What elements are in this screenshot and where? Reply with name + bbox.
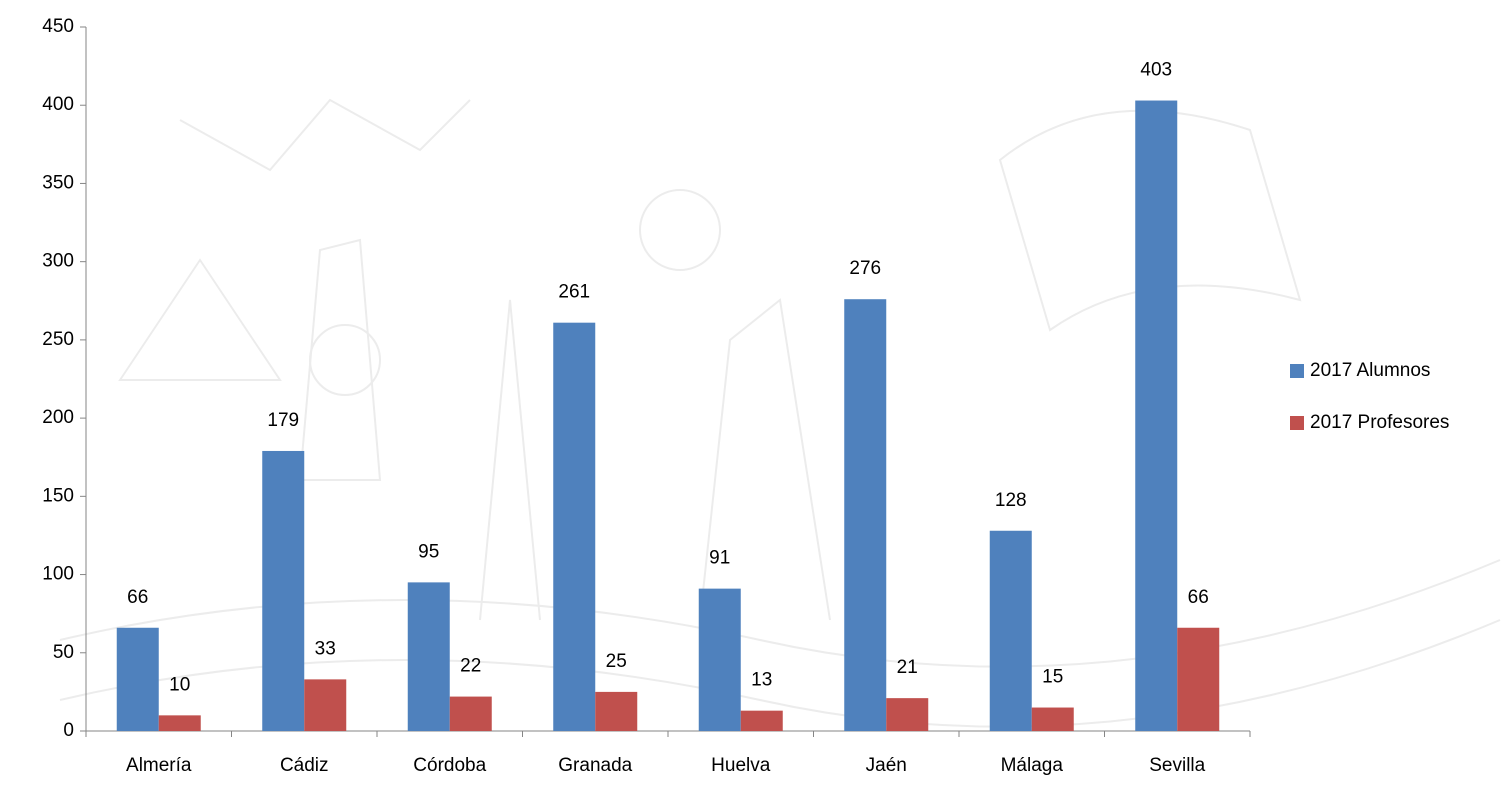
bar [158,715,201,731]
legend-label: 2017 Alumnos [1310,360,1430,381]
data-label: 22 [460,656,481,677]
bar [1031,707,1074,731]
bar [553,322,596,731]
x-tick-label: Huelva [711,755,771,776]
data-label: 276 [849,258,881,279]
x-tick-label: Granada [558,755,632,776]
x-tick-label: Cádiz [280,755,329,776]
data-label: 403 [1140,60,1172,81]
x-tick-label: Almería [126,755,192,776]
y-tick-label: 150 [42,485,74,506]
bar [886,698,929,731]
bar [595,691,638,731]
x-tick-label: Jaén [866,755,907,776]
bar [449,696,492,731]
bar [698,588,741,731]
y-tick-label: 300 [42,251,74,272]
data-label: 179 [267,410,299,431]
bar [844,299,887,731]
bar [407,582,450,731]
y-tick-label: 250 [42,329,74,350]
bar [262,450,305,731]
y-tick-label: 100 [42,564,74,585]
data-label: 10 [169,674,190,695]
bar [740,710,783,731]
data-label: 21 [897,657,918,678]
y-tick-label: 400 [42,94,74,115]
data-label: 95 [418,541,439,562]
x-tick-label: Málaga [1001,755,1064,776]
data-label: 91 [709,548,730,569]
bar [1177,627,1220,731]
data-label: 33 [315,638,336,659]
y-tick-label: 350 [42,172,74,193]
y-tick-label: 200 [42,407,74,428]
legend-swatch [1290,364,1304,378]
data-label: 13 [751,670,772,691]
data-label: 261 [558,282,590,303]
data-label: 15 [1042,667,1063,688]
bar [116,627,159,731]
y-tick-label: 0 [63,720,74,741]
x-tick-label: Córdoba [413,755,486,776]
y-tick-label: 450 [42,16,74,37]
data-label: 128 [995,490,1027,511]
legend-label: 2017 Profesores [1310,412,1449,433]
data-label: 66 [127,587,148,608]
data-label: 66 [1188,587,1209,608]
bar [989,530,1032,731]
bar [304,679,347,731]
data-label: 25 [606,651,627,672]
x-tick-label: Sevilla [1149,755,1205,776]
y-tick-label: 50 [53,642,74,663]
bar [1135,100,1178,732]
legend-swatch [1290,416,1304,430]
